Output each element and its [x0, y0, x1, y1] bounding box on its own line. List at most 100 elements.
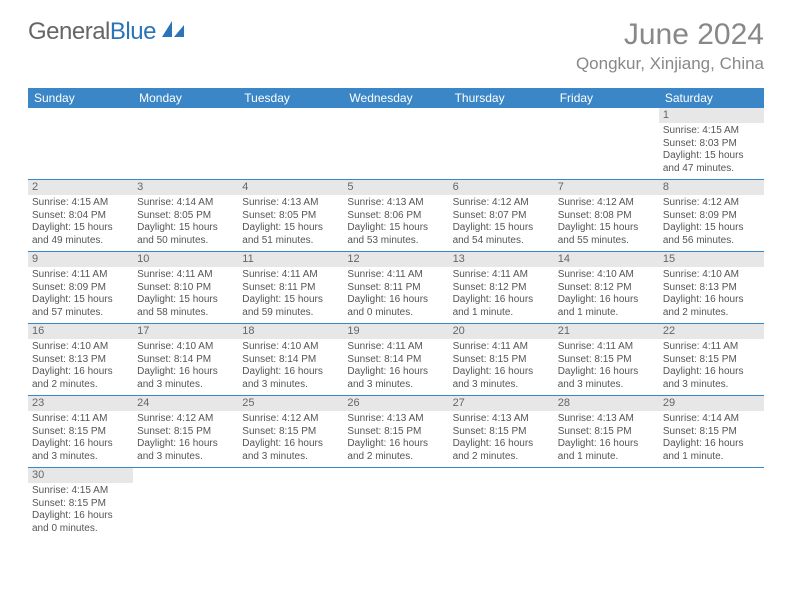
day-info-line: and 1 minute. [558, 307, 655, 320]
weekday-monday: Monday [133, 88, 238, 108]
week-row: 23Sunrise: 4:11 AMSunset: 8:15 PMDayligh… [28, 396, 764, 468]
day-info-line: Sunrise: 4:11 AM [663, 341, 760, 354]
day-body: Sunrise: 4:14 AMSunset: 8:15 PMDaylight:… [659, 411, 764, 467]
weekday-saturday: Saturday [659, 88, 764, 108]
day-cell: 25Sunrise: 4:12 AMSunset: 8:15 PMDayligh… [238, 396, 343, 467]
day-number [133, 468, 238, 483]
day-number [449, 108, 554, 123]
day-info-line: and 57 minutes. [32, 307, 129, 320]
day-info-line: Sunrise: 4:11 AM [347, 341, 444, 354]
day-number: 15 [659, 252, 764, 267]
day-body: Sunrise: 4:13 AMSunset: 8:15 PMDaylight:… [343, 411, 448, 467]
day-cell [238, 468, 343, 539]
day-cell: 13Sunrise: 4:11 AMSunset: 8:12 PMDayligh… [449, 252, 554, 323]
day-info-line: Sunrise: 4:15 AM [32, 197, 129, 210]
day-info-line: Sunset: 8:13 PM [663, 282, 760, 295]
day-info-line: Daylight: 16 hours [347, 294, 444, 307]
day-info-line: Daylight: 15 hours [242, 294, 339, 307]
day-cell [133, 468, 238, 539]
day-number [133, 108, 238, 123]
day-info-line: Sunset: 8:15 PM [137, 426, 234, 439]
day-cell: 2Sunrise: 4:15 AMSunset: 8:04 PMDaylight… [28, 180, 133, 251]
day-info-line: Daylight: 15 hours [32, 294, 129, 307]
day-info-line: Daylight: 16 hours [137, 438, 234, 451]
day-info-line: Daylight: 15 hours [453, 222, 550, 235]
day-info-line: and 59 minutes. [242, 307, 339, 320]
day-number: 19 [343, 324, 448, 339]
day-info-line: Sunset: 8:14 PM [347, 354, 444, 367]
day-info-line: Sunrise: 4:13 AM [558, 413, 655, 426]
weekday-thursday: Thursday [449, 88, 554, 108]
day-info-line: Daylight: 15 hours [242, 222, 339, 235]
day-info-line: Daylight: 16 hours [242, 438, 339, 451]
day-info-line: and 55 minutes. [558, 235, 655, 248]
day-info-line: and 1 minute. [558, 451, 655, 464]
day-number: 3 [133, 180, 238, 195]
day-number: 23 [28, 396, 133, 411]
day-body: Sunrise: 4:10 AMSunset: 8:14 PMDaylight:… [238, 339, 343, 395]
day-info-line: Daylight: 16 hours [453, 294, 550, 307]
day-body: Sunrise: 4:13 AMSunset: 8:15 PMDaylight:… [449, 411, 554, 467]
day-cell [554, 468, 659, 539]
day-body: Sunrise: 4:11 AMSunset: 8:15 PMDaylight:… [449, 339, 554, 395]
day-info-line: Sunrise: 4:11 AM [137, 269, 234, 282]
day-number: 12 [343, 252, 448, 267]
day-cell: 26Sunrise: 4:13 AMSunset: 8:15 PMDayligh… [343, 396, 448, 467]
day-info-line: and 2 minutes. [663, 307, 760, 320]
day-info-line: Sunrise: 4:12 AM [453, 197, 550, 210]
day-number: 10 [133, 252, 238, 267]
day-info-line: Sunrise: 4:14 AM [663, 413, 760, 426]
day-info-line: Sunset: 8:15 PM [242, 426, 339, 439]
day-number: 26 [343, 396, 448, 411]
day-number [343, 468, 448, 483]
day-info-line: Daylight: 15 hours [137, 222, 234, 235]
day-cell: 19Sunrise: 4:11 AMSunset: 8:14 PMDayligh… [343, 324, 448, 395]
location: Qongkur, Xinjiang, China [576, 54, 764, 74]
week-row: 9Sunrise: 4:11 AMSunset: 8:09 PMDaylight… [28, 252, 764, 324]
week-row: 30Sunrise: 4:15 AMSunset: 8:15 PMDayligh… [28, 468, 764, 539]
day-info-line: Sunrise: 4:15 AM [663, 125, 760, 138]
day-cell: 7Sunrise: 4:12 AMSunset: 8:08 PMDaylight… [554, 180, 659, 251]
day-info-line: Sunset: 8:12 PM [453, 282, 550, 295]
day-body: Sunrise: 4:11 AMSunset: 8:09 PMDaylight:… [28, 267, 133, 323]
day-info-line: and 3 minutes. [663, 379, 760, 392]
day-body: Sunrise: 4:13 AMSunset: 8:05 PMDaylight:… [238, 195, 343, 251]
day-cell: 14Sunrise: 4:10 AMSunset: 8:12 PMDayligh… [554, 252, 659, 323]
day-info-line: and 51 minutes. [242, 235, 339, 248]
day-cell: 21Sunrise: 4:11 AMSunset: 8:15 PMDayligh… [554, 324, 659, 395]
day-info-line: and 3 minutes. [347, 379, 444, 392]
day-cell: 16Sunrise: 4:10 AMSunset: 8:13 PMDayligh… [28, 324, 133, 395]
day-info-line: Sunrise: 4:10 AM [32, 341, 129, 354]
day-info-line: Daylight: 16 hours [347, 438, 444, 451]
day-info-line: Daylight: 16 hours [558, 438, 655, 451]
day-info-line: Sunset: 8:04 PM [32, 210, 129, 223]
day-info-line: Sunset: 8:15 PM [663, 354, 760, 367]
day-info-line: Sunrise: 4:11 AM [32, 269, 129, 282]
day-cell: 28Sunrise: 4:13 AMSunset: 8:15 PMDayligh… [554, 396, 659, 467]
day-number: 7 [554, 180, 659, 195]
day-number: 11 [238, 252, 343, 267]
day-cell [449, 108, 554, 179]
week-row: 1Sunrise: 4:15 AMSunset: 8:03 PMDaylight… [28, 108, 764, 180]
day-info-line: and 56 minutes. [663, 235, 760, 248]
day-body: Sunrise: 4:15 AMSunset: 8:04 PMDaylight:… [28, 195, 133, 251]
day-body: Sunrise: 4:15 AMSunset: 8:15 PMDaylight:… [28, 483, 133, 539]
day-info-line: Sunset: 8:08 PM [558, 210, 655, 223]
day-info-line: Daylight: 15 hours [347, 222, 444, 235]
day-cell: 5Sunrise: 4:13 AMSunset: 8:06 PMDaylight… [343, 180, 448, 251]
day-info-line: and 2 minutes. [32, 379, 129, 392]
day-number: 29 [659, 396, 764, 411]
day-info-line: Daylight: 16 hours [453, 366, 550, 379]
day-info-line: Daylight: 15 hours [32, 222, 129, 235]
day-cell [343, 468, 448, 539]
day-info-line: Sunrise: 4:10 AM [137, 341, 234, 354]
day-body: Sunrise: 4:12 AMSunset: 8:09 PMDaylight:… [659, 195, 764, 251]
day-info-line: Sunrise: 4:10 AM [663, 269, 760, 282]
day-info-line: Sunset: 8:05 PM [137, 210, 234, 223]
day-cell [449, 468, 554, 539]
day-info-line: Sunset: 8:15 PM [32, 426, 129, 439]
day-info-line: Sunrise: 4:15 AM [32, 485, 129, 498]
day-number: 6 [449, 180, 554, 195]
weekday-friday: Friday [554, 88, 659, 108]
day-info-line: Sunset: 8:05 PM [242, 210, 339, 223]
